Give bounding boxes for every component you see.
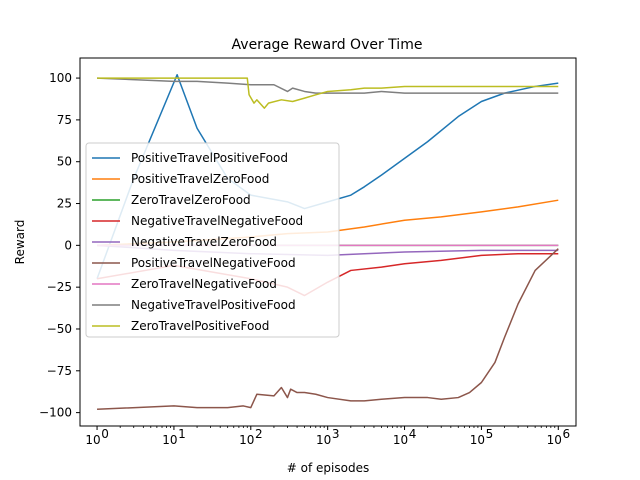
y-axis-label: Reward xyxy=(13,220,27,265)
legend-label-6: ZeroTravelNegativeFood xyxy=(131,277,277,291)
x-tick-label: 10 xyxy=(547,433,562,447)
legend-frame xyxy=(85,142,340,338)
legend-label-5: PositiveTravelNegativeFood xyxy=(131,256,296,270)
y-tick-label: −75 xyxy=(47,364,72,378)
x-tick-label: 10 xyxy=(393,433,408,447)
x-tick-exponent: 2 xyxy=(255,427,263,441)
legend-label-2: ZeroTravelZeroFood xyxy=(131,193,251,207)
series-line-8 xyxy=(97,77,559,109)
x-tick-label: 10 xyxy=(470,433,485,447)
legend-items: PositiveTravelPositiveFood PositiveTravel… xyxy=(92,151,303,333)
y-tick-label: 50 xyxy=(57,155,72,169)
series-line-5 xyxy=(97,248,559,411)
x-tick-label: 10 xyxy=(85,433,100,447)
legend-label-7: NegativeTravelPositiveFood xyxy=(131,298,296,312)
legend-label-0: PositiveTravelPositiveFood xyxy=(131,151,288,165)
x-tick-label: 10 xyxy=(239,433,254,447)
series-line-7 xyxy=(97,77,559,94)
x-tick-exponent: 5 xyxy=(486,427,494,441)
y-tick-label: 100 xyxy=(49,71,72,85)
x-tick-exponent: 4 xyxy=(409,427,417,441)
y-tick-label: −50 xyxy=(47,322,72,336)
x-axis-label: # of episodes xyxy=(287,461,369,475)
legend-label-4: NegativeTravelZeroFood xyxy=(131,235,277,249)
chart-title: Average Reward Over Time xyxy=(232,37,423,53)
legend-label-8: ZeroTravelPositiveFood xyxy=(131,319,269,333)
y-tick-label: −100 xyxy=(39,406,72,420)
y-tick-label: 75 xyxy=(57,113,72,127)
x-tick-exponent: 3 xyxy=(332,427,340,441)
x-tick-exponent: 0 xyxy=(101,427,109,441)
x-axis-ticks: 10 0 10 1 10 2 10 3 10 4 10 5 10 6 xyxy=(85,426,570,447)
x-tick-exponent: 1 xyxy=(178,427,186,441)
y-tick-label: 25 xyxy=(57,197,72,211)
series-line-0 xyxy=(96,73,559,280)
y-axis-ticks: −100 −75 −50 −25 0 25 50 75 100 xyxy=(39,71,80,420)
y-tick-label: −25 xyxy=(47,280,72,294)
legend: PositiveTravelPositiveFood PositiveTravel… xyxy=(85,142,340,338)
x-tick-exponent: 6 xyxy=(562,427,570,441)
x-tick-label: 10 xyxy=(316,433,331,447)
x-tick-label: 10 xyxy=(162,433,177,447)
legend-label-1: PositiveTravelZeroFood xyxy=(131,172,269,186)
y-tick-label: 0 xyxy=(64,238,72,252)
legend-label-3: NegativeTravelNegativeFood xyxy=(131,214,303,228)
